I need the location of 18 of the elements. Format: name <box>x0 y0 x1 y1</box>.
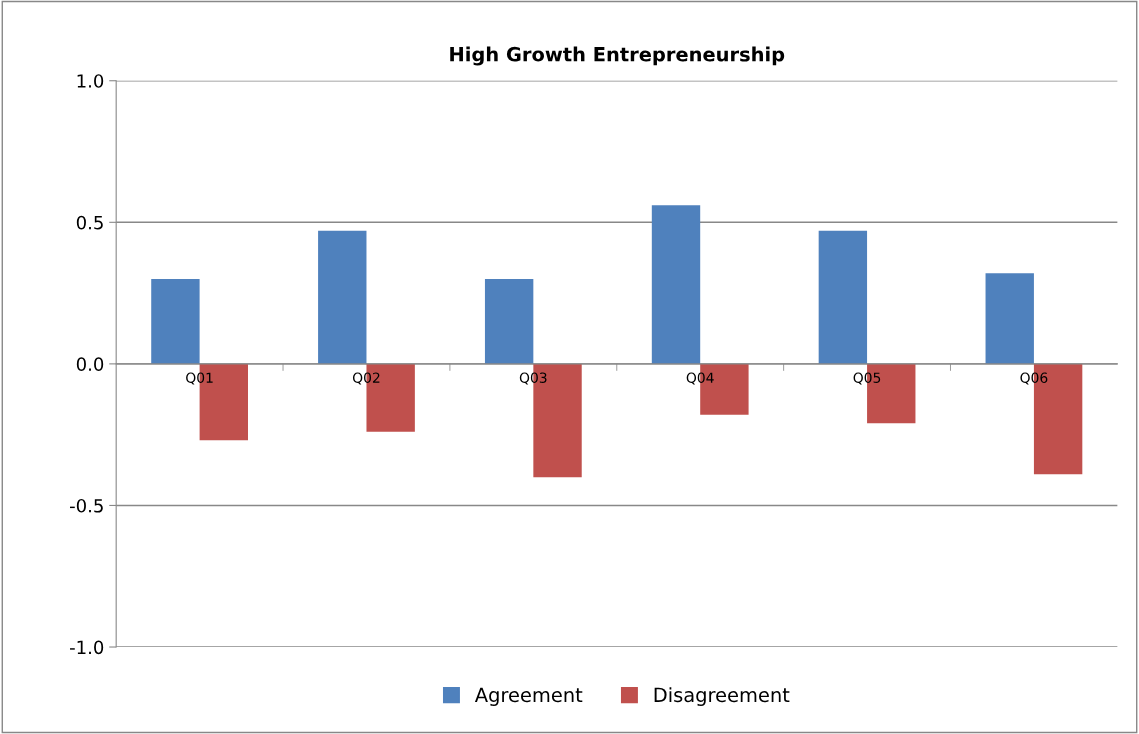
bar <box>651 205 701 364</box>
x-tick-label: Q02 <box>352 372 380 385</box>
bar <box>985 273 1034 364</box>
bar <box>484 278 534 364</box>
y-tick-label: -1.0 <box>70 640 104 655</box>
bar <box>818 230 868 364</box>
x-tick-label: Q01 <box>186 372 213 385</box>
bar <box>318 230 367 364</box>
bar <box>151 278 200 364</box>
legend-label: Disagreement <box>654 687 790 706</box>
y-tick-label: 0.5 <box>76 215 103 230</box>
y-tick-label: 1.0 <box>77 74 104 88</box>
chart-title: High Growth Entrepreneurship <box>450 46 785 66</box>
x-tick-label: Q06 <box>1020 372 1048 385</box>
legend-label: Agreement <box>474 687 583 706</box>
y-tick-label: 0.0 <box>76 357 104 371</box>
y-tick-label: -0.5 <box>70 498 103 513</box>
x-tick-label: Q04 <box>686 372 714 385</box>
